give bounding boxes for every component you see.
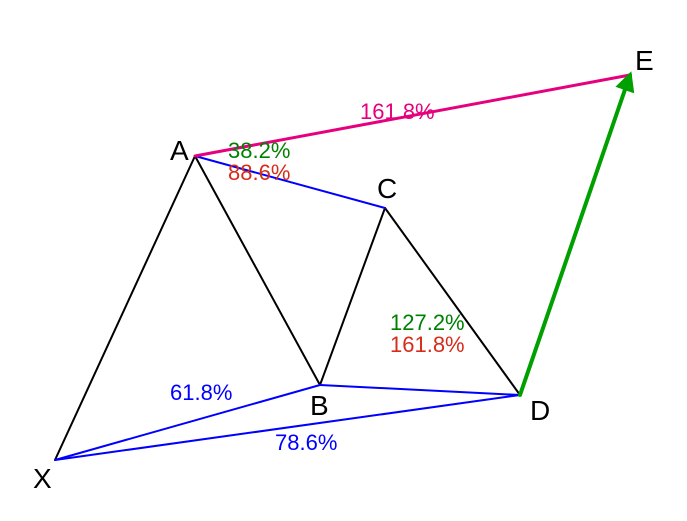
edge-B-D <box>320 385 520 395</box>
node-label-A: A <box>170 135 189 166</box>
node-label-X: X <box>33 463 52 494</box>
node-label-E: E <box>635 45 654 76</box>
edge-D-E <box>520 75 630 395</box>
ratio-label-2: 161.8% <box>360 99 435 124</box>
node-label-B: B <box>310 390 329 421</box>
edge-A-B <box>195 156 320 385</box>
node-label-C: C <box>377 173 397 204</box>
ratio-label-5: 61.8% <box>170 380 232 405</box>
harmonic-pattern-diagram: 38.2%88.6%161.8%127.2%161.8%61.8%78.6% X… <box>0 0 687 521</box>
edge-B-C <box>320 208 385 385</box>
ratio-label-6: 78.6% <box>275 430 337 455</box>
node-label-D: D <box>530 395 550 426</box>
edge-X-A <box>55 156 195 460</box>
ratio-label-4: 161.8% <box>390 332 465 357</box>
edge-C-D <box>385 208 520 395</box>
ratio-label-1: 88.6% <box>228 160 290 185</box>
node-labels-group: X A B C D E <box>33 45 654 494</box>
